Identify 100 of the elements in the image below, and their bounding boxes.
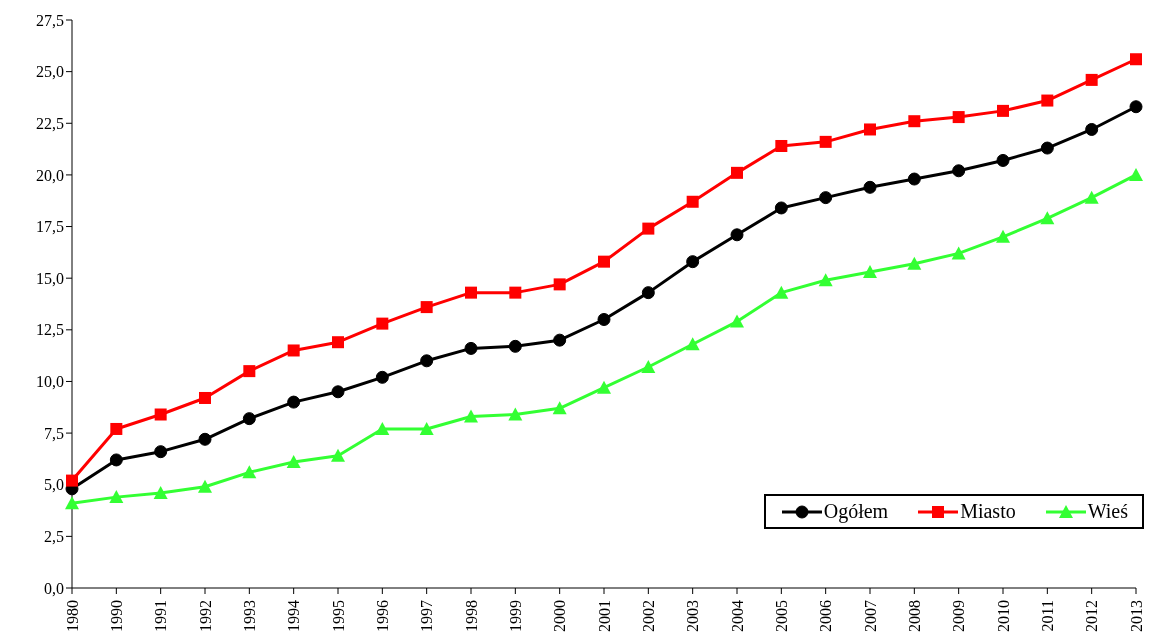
y-tick-label: 0,0 <box>44 579 64 597</box>
point <box>951 246 966 260</box>
x-tick-label: 2006 <box>817 600 835 632</box>
y-tick-label: 5,0 <box>44 476 64 494</box>
point <box>730 314 744 328</box>
y-tick-label: 27,5 <box>36 11 64 29</box>
point <box>952 111 965 124</box>
point <box>598 255 610 268</box>
x-tick-label: 1997 <box>418 600 436 632</box>
point <box>287 344 300 357</box>
point <box>508 407 523 421</box>
point <box>1085 73 1098 86</box>
x-tick-label: 1994 <box>285 600 303 632</box>
point <box>1129 167 1143 181</box>
point <box>198 479 212 493</box>
point <box>731 166 743 179</box>
point <box>686 195 699 208</box>
point <box>818 273 833 287</box>
point <box>863 180 877 194</box>
point <box>464 409 478 423</box>
point <box>1084 190 1099 204</box>
point <box>331 448 345 462</box>
point <box>109 490 124 504</box>
legend-label: Wieś <box>1087 500 1128 523</box>
point <box>553 278 566 291</box>
point <box>730 228 744 242</box>
point <box>819 135 832 148</box>
point <box>1040 141 1054 155</box>
x-tick-label: 2003 <box>684 600 702 632</box>
point <box>641 360 656 373</box>
point <box>332 336 344 349</box>
x-tick-label: 2011 <box>1038 600 1056 632</box>
point <box>154 408 167 421</box>
point <box>1040 211 1055 225</box>
point <box>597 380 611 394</box>
point <box>199 391 211 404</box>
point <box>863 264 877 278</box>
point <box>775 139 788 152</box>
point <box>65 496 79 510</box>
point <box>864 123 876 136</box>
x-tick-label: 1991 <box>152 600 170 632</box>
y-tick-label: 12,5 <box>36 321 64 339</box>
point <box>642 222 655 235</box>
point <box>508 339 522 353</box>
legend-label: Ogółem <box>823 500 889 523</box>
point <box>286 455 301 469</box>
point <box>553 333 567 347</box>
point <box>686 255 700 269</box>
x-tick-label: 1995 <box>329 600 347 632</box>
y-tick-label: 2,5 <box>44 528 64 546</box>
point <box>1041 94 1054 107</box>
point <box>331 385 345 399</box>
x-tick-label: 1998 <box>462 600 480 632</box>
point <box>641 286 655 300</box>
y-tick-label: 22,5 <box>36 114 64 132</box>
x-tick-label: 2004 <box>728 600 746 632</box>
point <box>1130 53 1142 66</box>
point <box>552 401 567 415</box>
x-tick-label: 2001 <box>595 600 613 632</box>
point <box>907 256 922 270</box>
x-tick-label: 1990 <box>107 600 125 632</box>
x-tick-label: 1993 <box>240 600 258 632</box>
x-tick-label: 2010 <box>994 600 1012 632</box>
point <box>287 395 301 409</box>
x-tick-label: 2013 <box>1127 600 1145 632</box>
x-tick-label: 1992 <box>196 600 214 632</box>
point <box>997 104 1009 117</box>
point <box>509 286 522 299</box>
y-tick-label: 17,5 <box>36 218 64 236</box>
point <box>1129 100 1143 114</box>
x-tick-label: 2005 <box>772 600 790 632</box>
y-tick-label: 10,0 <box>36 373 64 391</box>
point <box>110 422 123 435</box>
x-tick-label: 2002 <box>639 600 657 632</box>
point <box>243 365 256 378</box>
x-tick-label: 1996 <box>373 600 391 632</box>
point <box>242 412 256 426</box>
point <box>774 201 788 215</box>
y-tick-label: 20,0 <box>36 166 64 184</box>
point <box>908 115 921 128</box>
point <box>376 317 389 330</box>
y-tick-label: 7,5 <box>44 424 64 442</box>
point <box>465 286 477 299</box>
point <box>996 153 1010 167</box>
point <box>464 341 478 355</box>
point <box>774 285 789 299</box>
y-tick-label: 15,0 <box>36 269 64 287</box>
x-tick-label: 2012 <box>1083 600 1101 632</box>
point <box>153 485 168 499</box>
point <box>375 370 389 384</box>
x-tick-label: 2009 <box>950 600 968 632</box>
point <box>109 453 123 467</box>
point <box>907 172 921 186</box>
point <box>819 191 833 205</box>
point <box>996 229 1010 243</box>
point <box>685 337 700 351</box>
x-tick-label: 1999 <box>506 600 524 632</box>
point <box>419 421 434 435</box>
legend-label: Miasto <box>960 500 1016 523</box>
x-tick-label: 1980 <box>63 600 81 632</box>
